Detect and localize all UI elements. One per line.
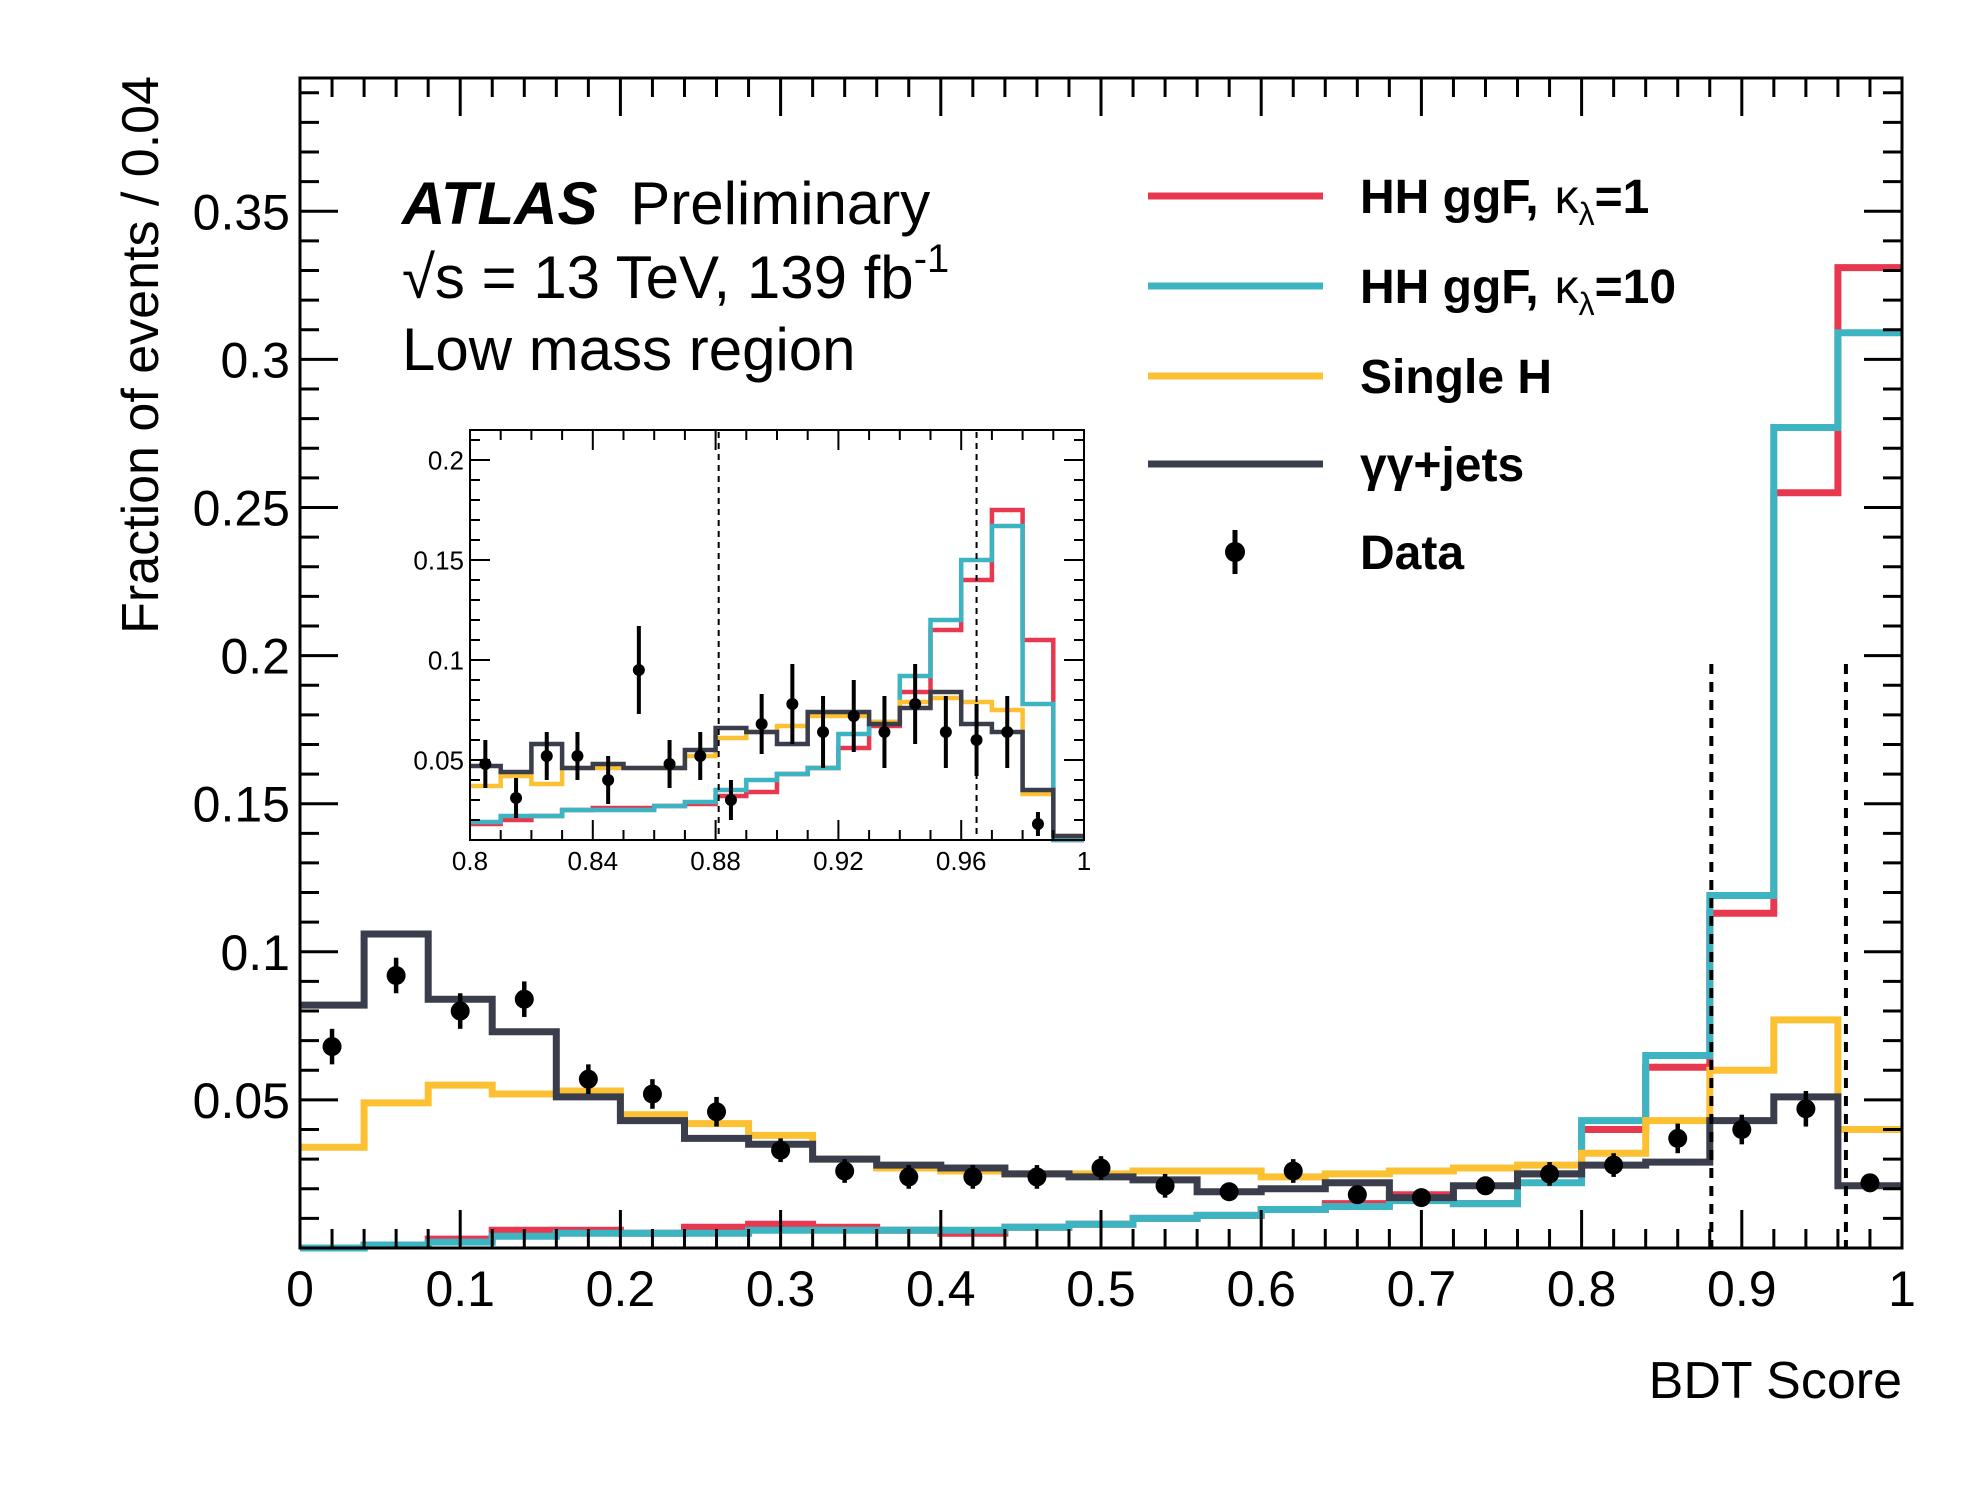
inset-data-point <box>571 750 584 762</box>
x-tick-label: 0.9 <box>1707 1261 1777 1317</box>
legend-data-marker <box>1225 542 1245 562</box>
y-tick-label: 0.2 <box>220 629 290 685</box>
x-axis-label: BDT Score <box>1649 1352 1902 1410</box>
data-point <box>1668 1128 1688 1148</box>
data-point <box>1411 1188 1431 1208</box>
data-point <box>322 1037 342 1057</box>
data-point <box>1091 1158 1111 1178</box>
inset-y-tick-label: 0.1 <box>428 645 464 675</box>
data-point <box>1219 1182 1239 1202</box>
inset-data-point <box>970 734 983 746</box>
inset-data-point <box>878 726 891 738</box>
x-tick-label: 0.5 <box>1066 1261 1136 1317</box>
data-point <box>1732 1120 1752 1140</box>
inset-data-point <box>817 726 830 738</box>
inset-data-point <box>786 698 799 710</box>
inset-data-point <box>694 750 707 762</box>
y-tick-label: 0.05 <box>193 1073 290 1129</box>
x-tick-label: 1 <box>1888 1261 1916 1317</box>
inset-y-tick-label: 0.15 <box>413 545 464 575</box>
data-point <box>1604 1155 1624 1175</box>
data-point <box>1860 1173 1880 1193</box>
data-point <box>642 1084 662 1104</box>
legend-gg-label: γγ+jets <box>1360 439 1524 492</box>
x-tick-label: 0.4 <box>906 1261 976 1317</box>
data-point <box>578 1069 598 1089</box>
data-point <box>707 1102 727 1122</box>
inset-x-tick-label: 0.88 <box>690 846 741 876</box>
inset-plot: 0.8 0.84 0.88 0.92 0.96 1 0.05 0.1 0.15 0.2 <box>413 429 1091 876</box>
inset-x-tick-label: 0.96 <box>936 846 987 876</box>
inset-data-point <box>755 718 768 730</box>
y-tick-label: 0.15 <box>193 777 290 833</box>
atlas-preliminary: Preliminary <box>630 170 930 237</box>
x-tick-label: 0.2 <box>586 1261 656 1317</box>
inset-data-point <box>847 710 860 722</box>
inset-data-point <box>663 758 676 770</box>
data-point <box>835 1161 855 1181</box>
inset-x-tick-label: 0.8 <box>452 846 488 876</box>
legend-singleh-label: Single H <box>1360 351 1552 404</box>
legend-hh10-label: HH ggF, κλ=10 <box>1360 261 1676 322</box>
y-tick-label: 0.3 <box>220 332 290 388</box>
energy-label: √s = 13 TeV, 139 fb-1 <box>402 237 949 311</box>
y-tick-label: 0.1 <box>220 925 290 981</box>
data-point <box>771 1140 791 1160</box>
inset-data-point <box>909 698 922 710</box>
atlas-bold: ATLAS <box>400 170 598 237</box>
inset-data-point <box>540 750 553 762</box>
legend: HH ggF, κλ=1 HH ggF, κλ=10 Single H γγ+jets Da… <box>1148 171 1676 580</box>
inset-x-tick-label: 0.92 <box>813 846 864 876</box>
inset-series-2-line <box>470 523 1084 843</box>
atlas-label: ATLAS Preliminary <box>400 170 930 237</box>
x-tick-label: 0 <box>286 1261 314 1317</box>
y-axis-label: Fraction of events / 0.04 <box>112 76 170 634</box>
data-point <box>450 1001 470 1021</box>
data-point <box>1155 1176 1175 1196</box>
data-point <box>1796 1099 1816 1119</box>
inset-background <box>470 430 1084 840</box>
y-tick-label: 0.25 <box>193 480 290 536</box>
data-point <box>1475 1176 1495 1196</box>
inset-data-point <box>724 794 737 806</box>
y-tick-label: 0.35 <box>193 184 290 240</box>
data-point <box>514 989 534 1009</box>
region-label: Low mass region <box>402 316 856 383</box>
inset-y-tick-label: 0.2 <box>428 445 464 475</box>
inset-data-point <box>939 726 952 738</box>
x-tick-label: 0.8 <box>1547 1261 1617 1317</box>
data-point <box>1027 1167 1047 1187</box>
legend-data-label: Data <box>1360 527 1464 580</box>
x-tick-label: 0.7 <box>1387 1261 1457 1317</box>
inset-x-tick-label: 0.84 <box>567 846 618 876</box>
inset-data-point <box>1001 726 1014 738</box>
data-point <box>899 1167 919 1187</box>
data-point <box>963 1167 983 1187</box>
data-point <box>1283 1161 1303 1181</box>
data-point <box>386 965 406 985</box>
legend-hh1-label: HH ggF, κλ=1 <box>1360 171 1649 232</box>
x-tick-label: 0.1 <box>425 1261 495 1317</box>
data-point <box>1540 1164 1560 1184</box>
main-plot: 0 0.1 0.2 0.3 0.4 0.5 0.6 0.7 0.8 0.9 1 0.05 0.1 0.15… <box>193 76 1916 1317</box>
inset-y-tick-label: 0.05 <box>413 745 464 775</box>
inset-data-point <box>510 792 523 804</box>
series-3-line <box>300 1016 1902 1181</box>
inset-data-point <box>1031 818 1044 830</box>
x-tick-label: 0.3 <box>746 1261 816 1317</box>
x-tick-label: 0.6 <box>1226 1261 1296 1317</box>
data-point <box>1347 1185 1367 1205</box>
inset-x-tick-label: 1 <box>1077 846 1091 876</box>
inset-data-point <box>632 664 645 676</box>
inset-data-point <box>602 774 615 786</box>
inset-series-4-line <box>470 689 1084 839</box>
